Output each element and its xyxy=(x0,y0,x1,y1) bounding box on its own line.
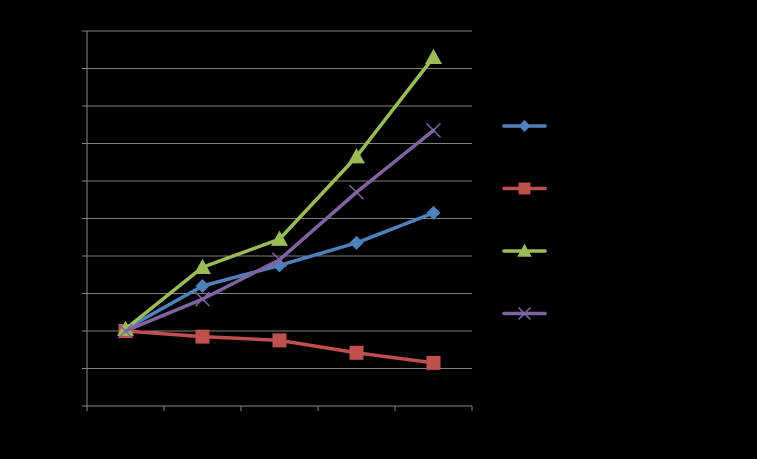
data-point-s1-2 xyxy=(195,279,210,293)
data-point-s3-1 xyxy=(117,320,134,336)
data-point-s2-4 xyxy=(349,345,364,360)
data-point-s3-2 xyxy=(194,258,211,275)
legend-marker-4 xyxy=(518,307,531,320)
data-point-s1-5 xyxy=(426,205,441,220)
data-point-s2-5 xyxy=(426,355,441,370)
legend-marker-2 xyxy=(518,182,531,195)
data-point-s4-4 xyxy=(348,184,365,200)
data-point-s4-2 xyxy=(194,291,211,307)
data-point-s2-2 xyxy=(195,329,210,344)
legend-marker-1 xyxy=(518,120,531,132)
data-point-s3-4 xyxy=(348,148,365,164)
data-point-s1-4 xyxy=(349,235,364,250)
series-line-3 xyxy=(123,55,436,331)
data-point-s4-3 xyxy=(271,252,288,268)
data-point-s2-3 xyxy=(272,333,287,348)
data-point-s3-3 xyxy=(271,230,288,246)
legend-marker-3 xyxy=(517,243,532,257)
data-point-s4-1 xyxy=(117,323,134,339)
data-point-s4-5 xyxy=(425,122,442,138)
data-point-s3-5 xyxy=(425,48,442,65)
